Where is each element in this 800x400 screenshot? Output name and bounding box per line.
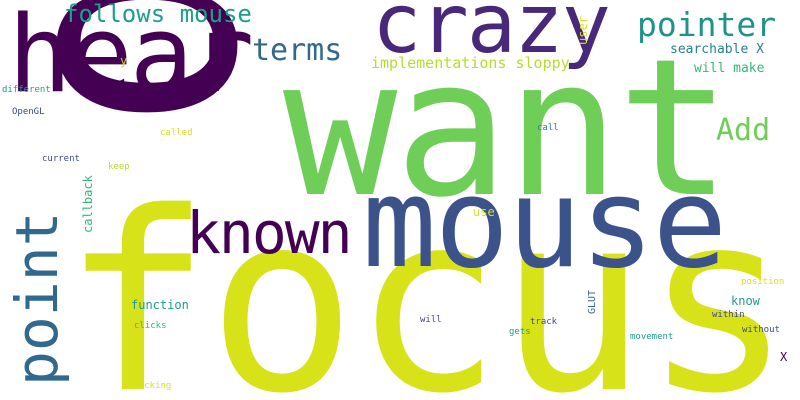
word-will-make: will make [694, 61, 765, 76]
word-clicking: clicking [128, 381, 172, 391]
word-function: function [131, 298, 189, 312]
word-know: know [731, 294, 760, 308]
word-follows-mouse: follows mouse [64, 0, 252, 28]
word-point: point [3, 211, 71, 386]
word-y: y [120, 54, 128, 68]
word-use: use [473, 205, 495, 219]
word-want: want [283, 18, 732, 239]
word-will: will [420, 315, 442, 325]
word-known: known [186, 199, 353, 267]
word-implementations-sloppy: implementations sloppy [371, 54, 570, 72]
word-x: X [780, 350, 788, 364]
word-user: user [576, 16, 590, 45]
word-add: Add [716, 113, 771, 148]
word-callback: callback [81, 175, 95, 233]
word-hear: hear [8, 0, 254, 116]
word-pointer: pointer [637, 5, 777, 44]
word-different: different [2, 85, 51, 95]
word-called: called [160, 128, 193, 138]
word-gets: gets [509, 327, 531, 337]
word-within: within [712, 310, 745, 320]
word-mouse: mouse [362, 152, 727, 296]
word-current: current [42, 154, 80, 164]
word-without: without [742, 325, 780, 335]
word-crazy: crazy [372, 0, 611, 72]
word-searchable-x: searchable X [670, 42, 764, 57]
word-track: track [530, 317, 558, 327]
word-position: position [741, 277, 785, 287]
word-clicks: clicks [134, 321, 167, 331]
word-keep: keep [108, 162, 130, 172]
word-call: call [537, 123, 559, 133]
word-terms: terms [252, 33, 343, 68]
word-glut: GLUT [587, 289, 598, 314]
word-movement: movement [630, 332, 674, 342]
word-focus: focus [62, 160, 793, 400]
word-opengl: OpenGL [12, 107, 45, 117]
